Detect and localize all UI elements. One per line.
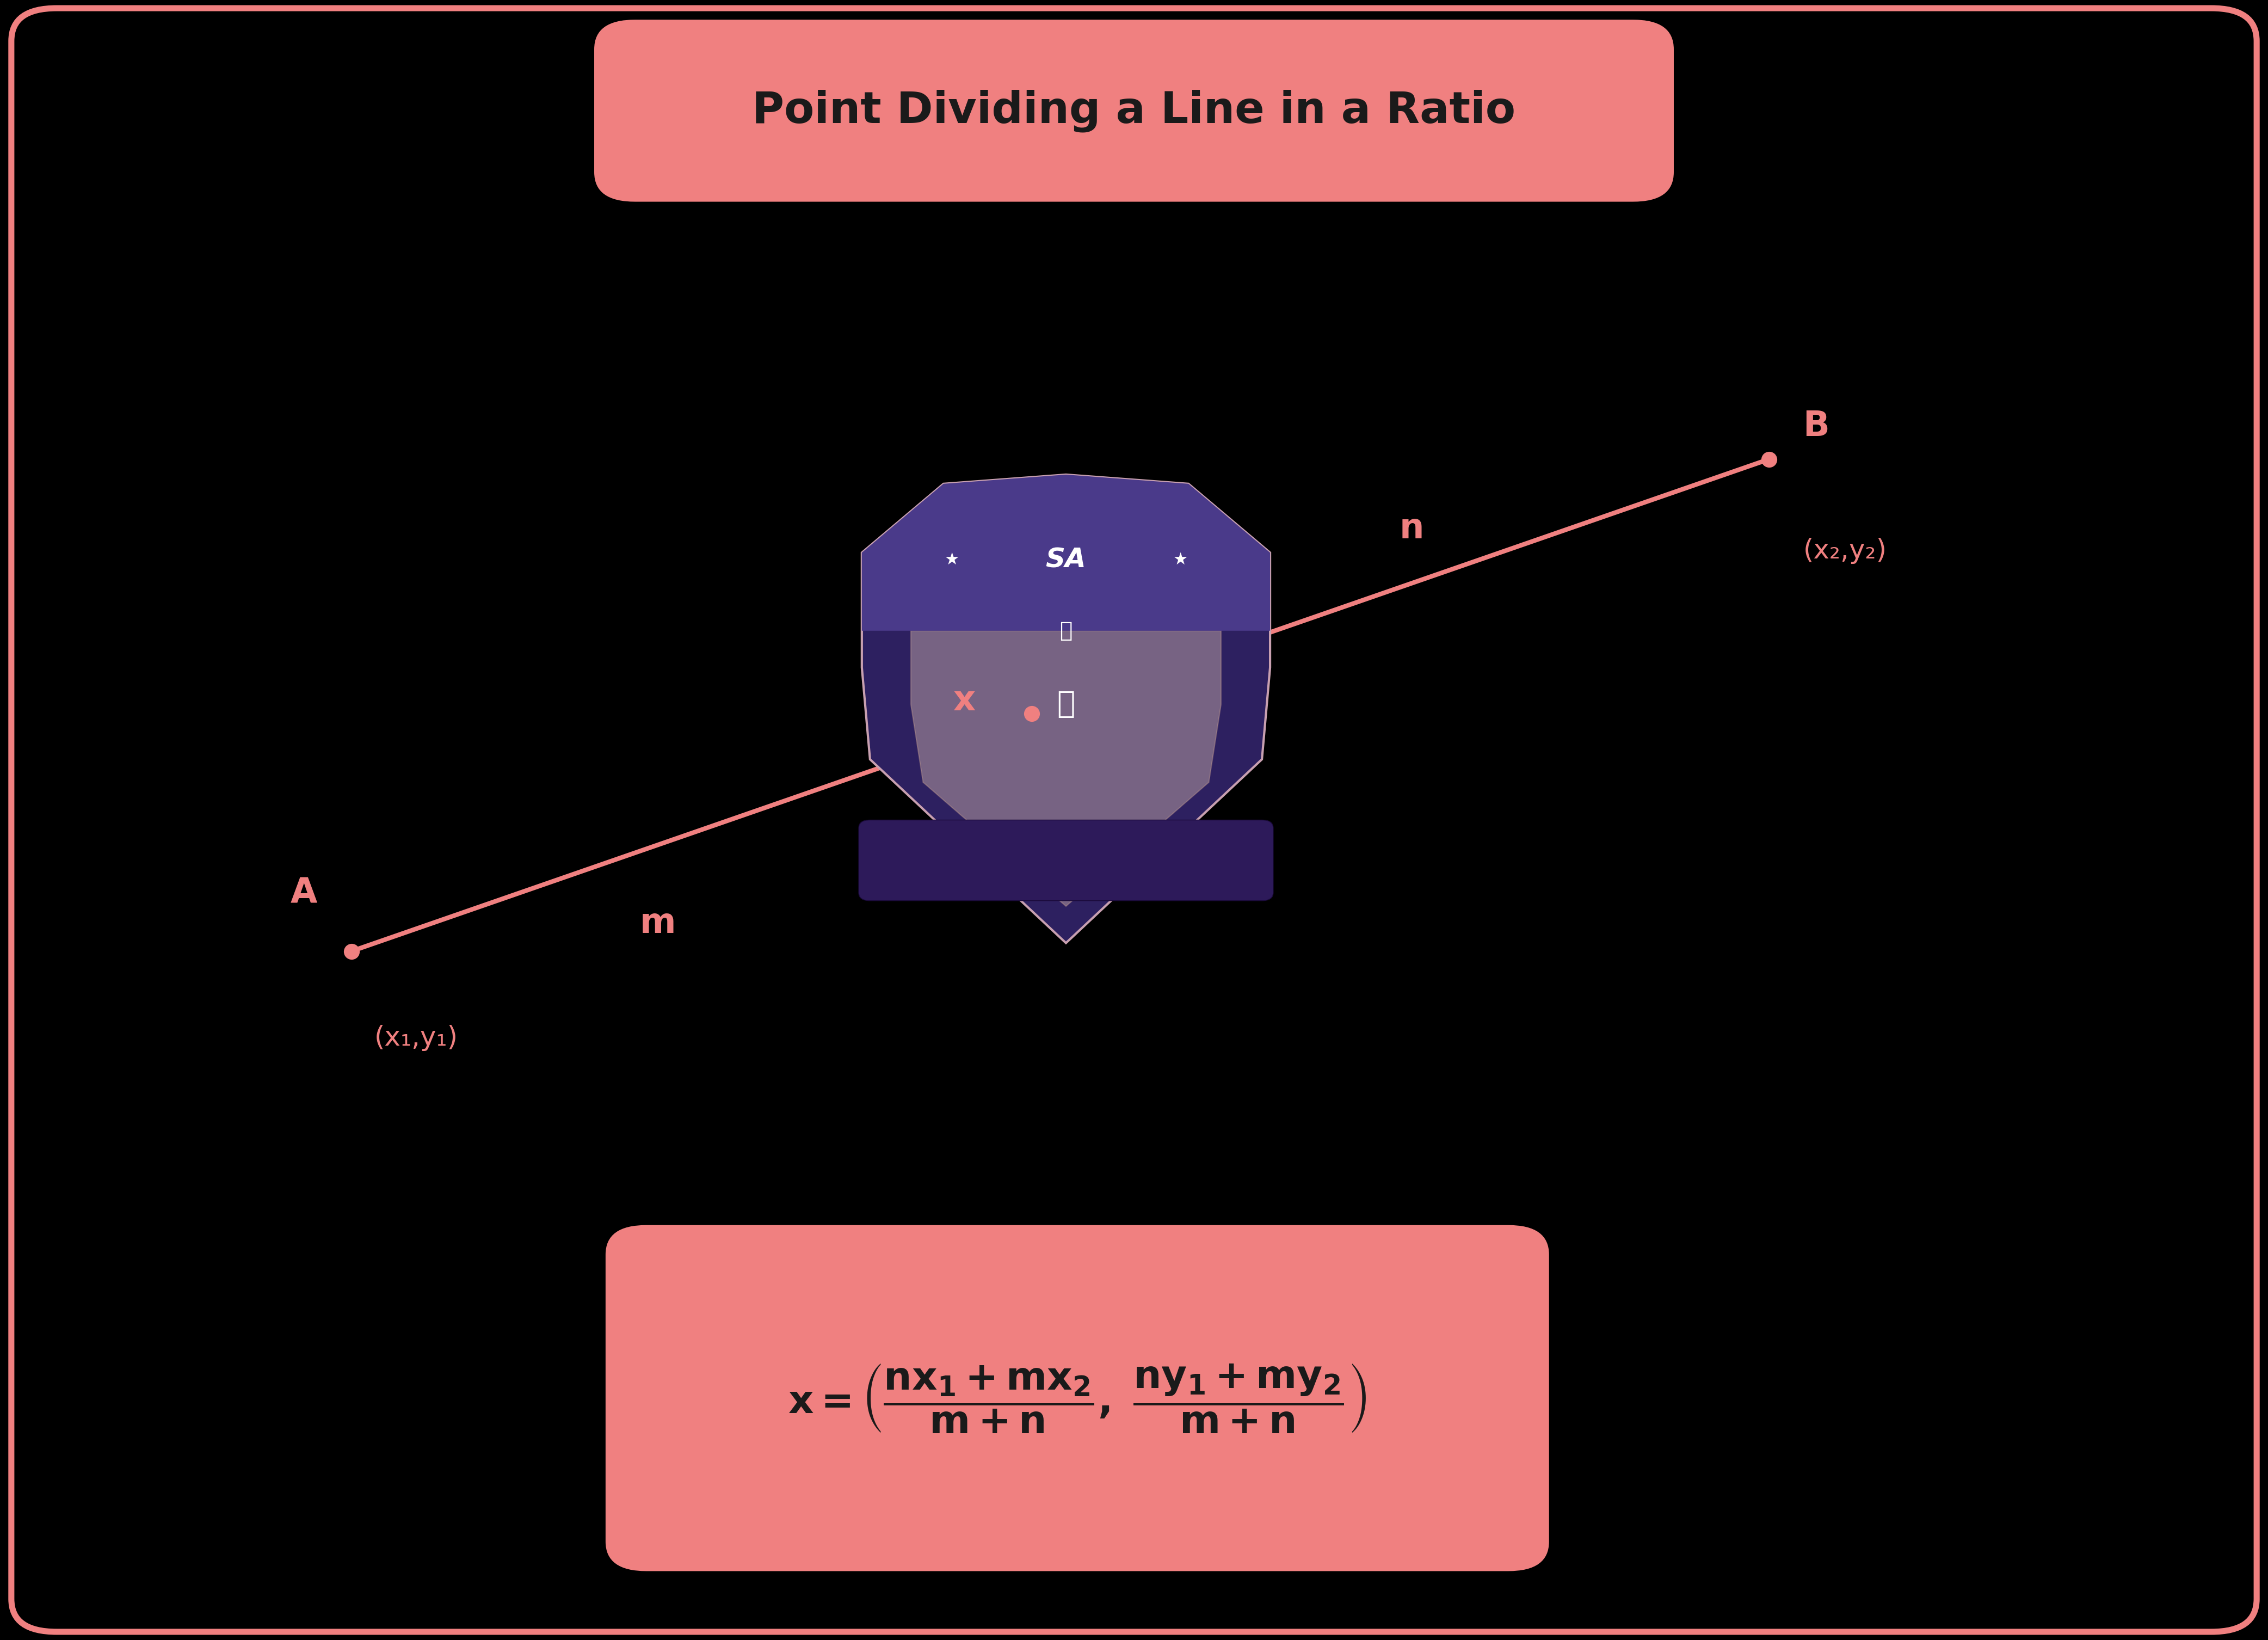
Text: Point Dividing a Line in a Ratio: Point Dividing a Line in a Ratio bbox=[753, 89, 1515, 133]
Text: SA: SA bbox=[1046, 546, 1086, 572]
Text: m: m bbox=[640, 907, 676, 940]
Text: ★: ★ bbox=[943, 551, 959, 567]
Text: A: A bbox=[290, 876, 318, 910]
Polygon shape bbox=[862, 474, 1270, 943]
FancyBboxPatch shape bbox=[606, 1225, 1549, 1571]
Polygon shape bbox=[912, 631, 1220, 907]
FancyBboxPatch shape bbox=[860, 820, 1272, 900]
Point bbox=[1751, 446, 1787, 472]
Text: $\mathbf{x = \left(\dfrac{nx_1 + mx_2}{m + n},\ \dfrac{ny_1 + my_2}{m + n}\right: $\mathbf{x = \left(\dfrac{nx_1 + mx_2}{m… bbox=[787, 1361, 1368, 1435]
Text: ★: ★ bbox=[1173, 551, 1188, 567]
Text: 📖: 📖 bbox=[1057, 689, 1075, 718]
Text: B: B bbox=[1803, 408, 1830, 443]
Text: 👥: 👥 bbox=[1059, 620, 1073, 641]
FancyBboxPatch shape bbox=[594, 20, 1674, 202]
Text: (x₂,y₂): (x₂,y₂) bbox=[1803, 538, 1887, 564]
Point bbox=[333, 938, 370, 964]
FancyBboxPatch shape bbox=[11, 8, 2257, 1632]
Text: n: n bbox=[1399, 512, 1424, 546]
Text: x: x bbox=[953, 684, 975, 717]
Polygon shape bbox=[862, 474, 1270, 631]
Point bbox=[1014, 700, 1050, 727]
Text: (x₁,y₁): (x₁,y₁) bbox=[374, 1025, 458, 1051]
